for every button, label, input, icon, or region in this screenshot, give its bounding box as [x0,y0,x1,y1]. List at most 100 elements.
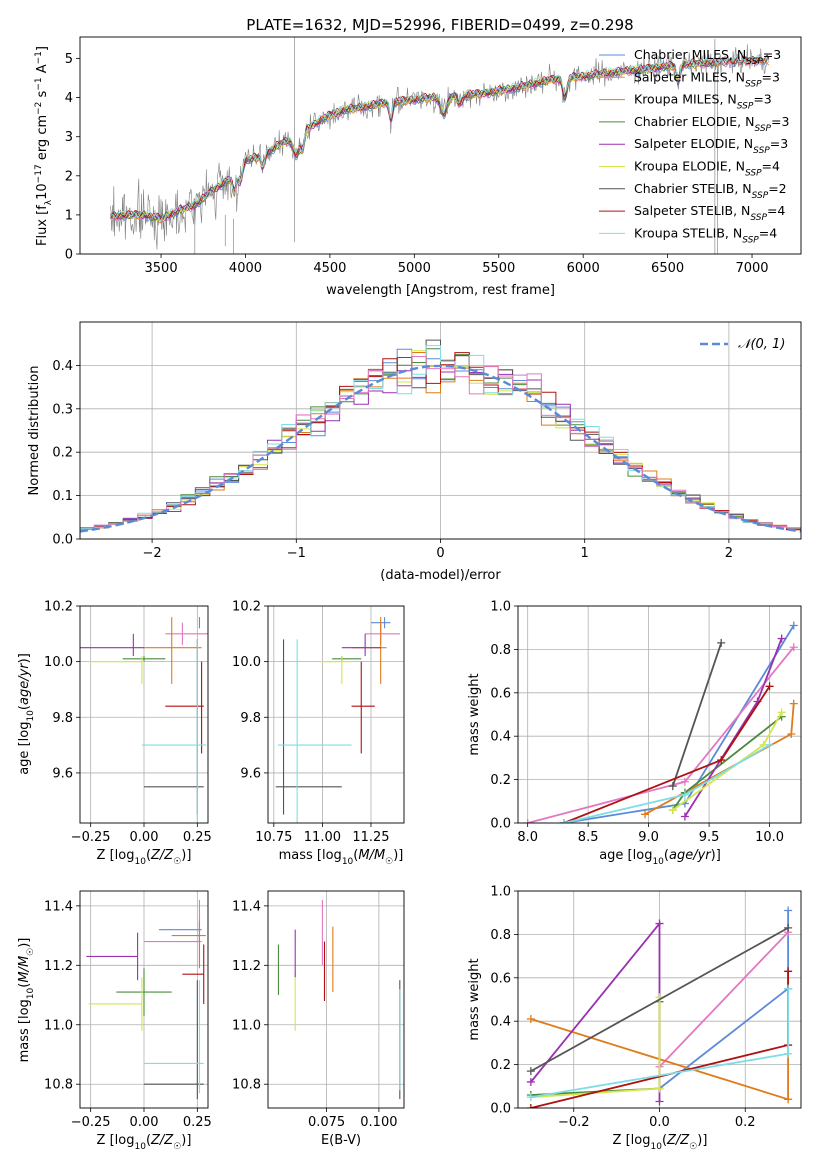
plus-marker [655,919,664,928]
plus-marker [784,906,793,915]
errorbar-point [351,617,387,684]
y-tick-label: 0 [65,248,73,263]
x-tick-label: 3500 [145,261,178,276]
plot-area [523,621,798,823]
y-tick-label: 0.4 [490,730,511,745]
legend: 𝒩(0, 1) [700,337,785,352]
legend-label: Chabrier ELODIE, NSSP=3 [634,114,789,134]
axes-frame [79,890,209,1109]
x-tick-label: 0.00 [130,830,159,845]
plot-area [110,37,770,254]
plus-marker [765,740,774,749]
x-axis-label: Z [log10(Z/Z☉)] [97,848,192,867]
series-line [527,646,795,823]
plus-marker [640,810,649,819]
y-tick-label: 0.0 [490,1102,511,1117]
plus-marker [680,812,689,821]
errorbar-point [144,617,202,684]
x-axis-label: Z [log10(Z/Z☉)] [97,1133,192,1152]
axes-frame [79,321,802,540]
x-tick-label: 7000 [735,261,768,276]
x-axis-label: E(B-V) [321,1133,361,1148]
y-tick-label: 2 [65,169,73,184]
errorbar-point [365,622,401,645]
x-tick-label: 9.0 [638,830,659,845]
x-tick-label: 8.5 [578,830,599,845]
y-tick-label: 0.4 [52,359,73,374]
x-tick-label: 4000 [229,261,262,276]
panel-mass-vs-ebv: 0.075 0.100 10.8 11.0 11.2 11.4 E(B-V) [232,890,405,1148]
y-tick-label: 9.6 [52,766,73,781]
plus-marker [784,967,793,976]
errorbar-point [275,639,342,815]
x-tick-label: −0.25 [71,830,111,845]
errorbar-point [116,968,172,1016]
y-tick-label: 0.4 [490,1015,511,1030]
y-tick-label: 9.6 [240,766,261,781]
y-tick-label: 4 [65,91,73,106]
y-axis-label: age [log10(age/yr)] [17,653,36,775]
y-tick-label: 9.8 [240,711,261,726]
axes-frame [79,36,802,255]
y-tick-label: 9.8 [52,711,73,726]
axes-frame [79,605,209,824]
x-tick-label: 10.0 [755,830,784,845]
x-axis-label: age [log10(age/yr)] [599,848,721,867]
panel-mass-vs-Z: −0.25 0.00 0.25 10.8 11.0 11.2 11.4 Z [log10(Z/… [17,890,212,1152]
x-axis-label: Z [log10(Z/Z☉)] [613,1133,708,1152]
y-tick-label: 0.0 [52,533,73,548]
x-tick-label: −1 [287,546,306,561]
y-tick-label: 11.2 [44,959,73,974]
legend-label: Kroupa ELODIE, NSSP=4 [634,159,780,179]
errorbar-point [144,899,202,966]
y-tick-label: 0.8 [490,928,511,943]
x-tick-label: 0.25 [183,1115,212,1130]
errorbar-point [80,633,144,657]
y-tick-label: 0.2 [490,773,511,788]
plus-marker [789,699,798,708]
x-tick-label: 4500 [313,261,346,276]
errorbar-point [141,639,206,823]
model-spectrum-line [110,54,770,222]
model-spectrum-line [110,54,770,220]
axes-frame [267,605,405,824]
plus-marker [668,805,677,814]
plot-area [80,617,208,823]
x-axis-label: wavelength [Angstrom, rest frame] [326,283,555,298]
panel-weight-vs-age: 8.0 8.5 9.0 9.5 10.0 0.0 0.2 0.4 0.6 0.8 1.0 mass w… [467,600,802,867]
y-tick-label: 5 [65,52,73,67]
plus-marker [784,1095,793,1104]
x-tick-label: 6500 [651,261,684,276]
x-tick-label: 2 [725,546,733,561]
plus-marker [777,708,786,717]
plus-marker [789,643,798,652]
figure-plots: 3500 4000 4500 5000 5500 6000 6500 7000 0 1 2 3 4 5 wa… [17,36,802,1152]
y-tick-label: 10.8 [44,1078,73,1093]
plot-area [80,339,801,539]
y-tick-label: 10.2 [232,600,261,615]
y-tick-label: 1.0 [490,885,511,900]
y-tick-label: 0.2 [52,446,73,461]
errorbar-point [332,656,362,662]
errorbar-point [351,661,375,754]
x-axis-label: (data-model)/error [380,568,501,583]
errorbar-point [165,661,204,754]
y-tick-label: 0.6 [490,686,511,701]
errorbar-point [171,920,206,969]
plus-marker [789,621,798,630]
x-tick-label: 0.00 [130,1115,159,1130]
y-axis-label: mass [log10(M/M☉)] [17,938,36,1063]
y-tick-label: 0.1 [52,489,73,504]
y-tick-label: 0.0 [490,817,511,832]
series-line [644,703,795,816]
series-line [530,920,661,1102]
errorbar-point [88,656,144,684]
series-line [671,642,723,787]
plus-marker [655,1084,664,1093]
errorbar-point [86,932,139,981]
panel-residuals: −2 −1 0 1 2 0.0 0.1 0.2 0.3 0.4 (data-model)/error… [27,321,802,583]
panel-age-vs-mass: 10.75 11.00 11.25 9.6 9.8 10.0 10.2 mass [log10… [232,600,405,867]
plus-marker [784,984,793,993]
histogram-step [80,356,801,539]
